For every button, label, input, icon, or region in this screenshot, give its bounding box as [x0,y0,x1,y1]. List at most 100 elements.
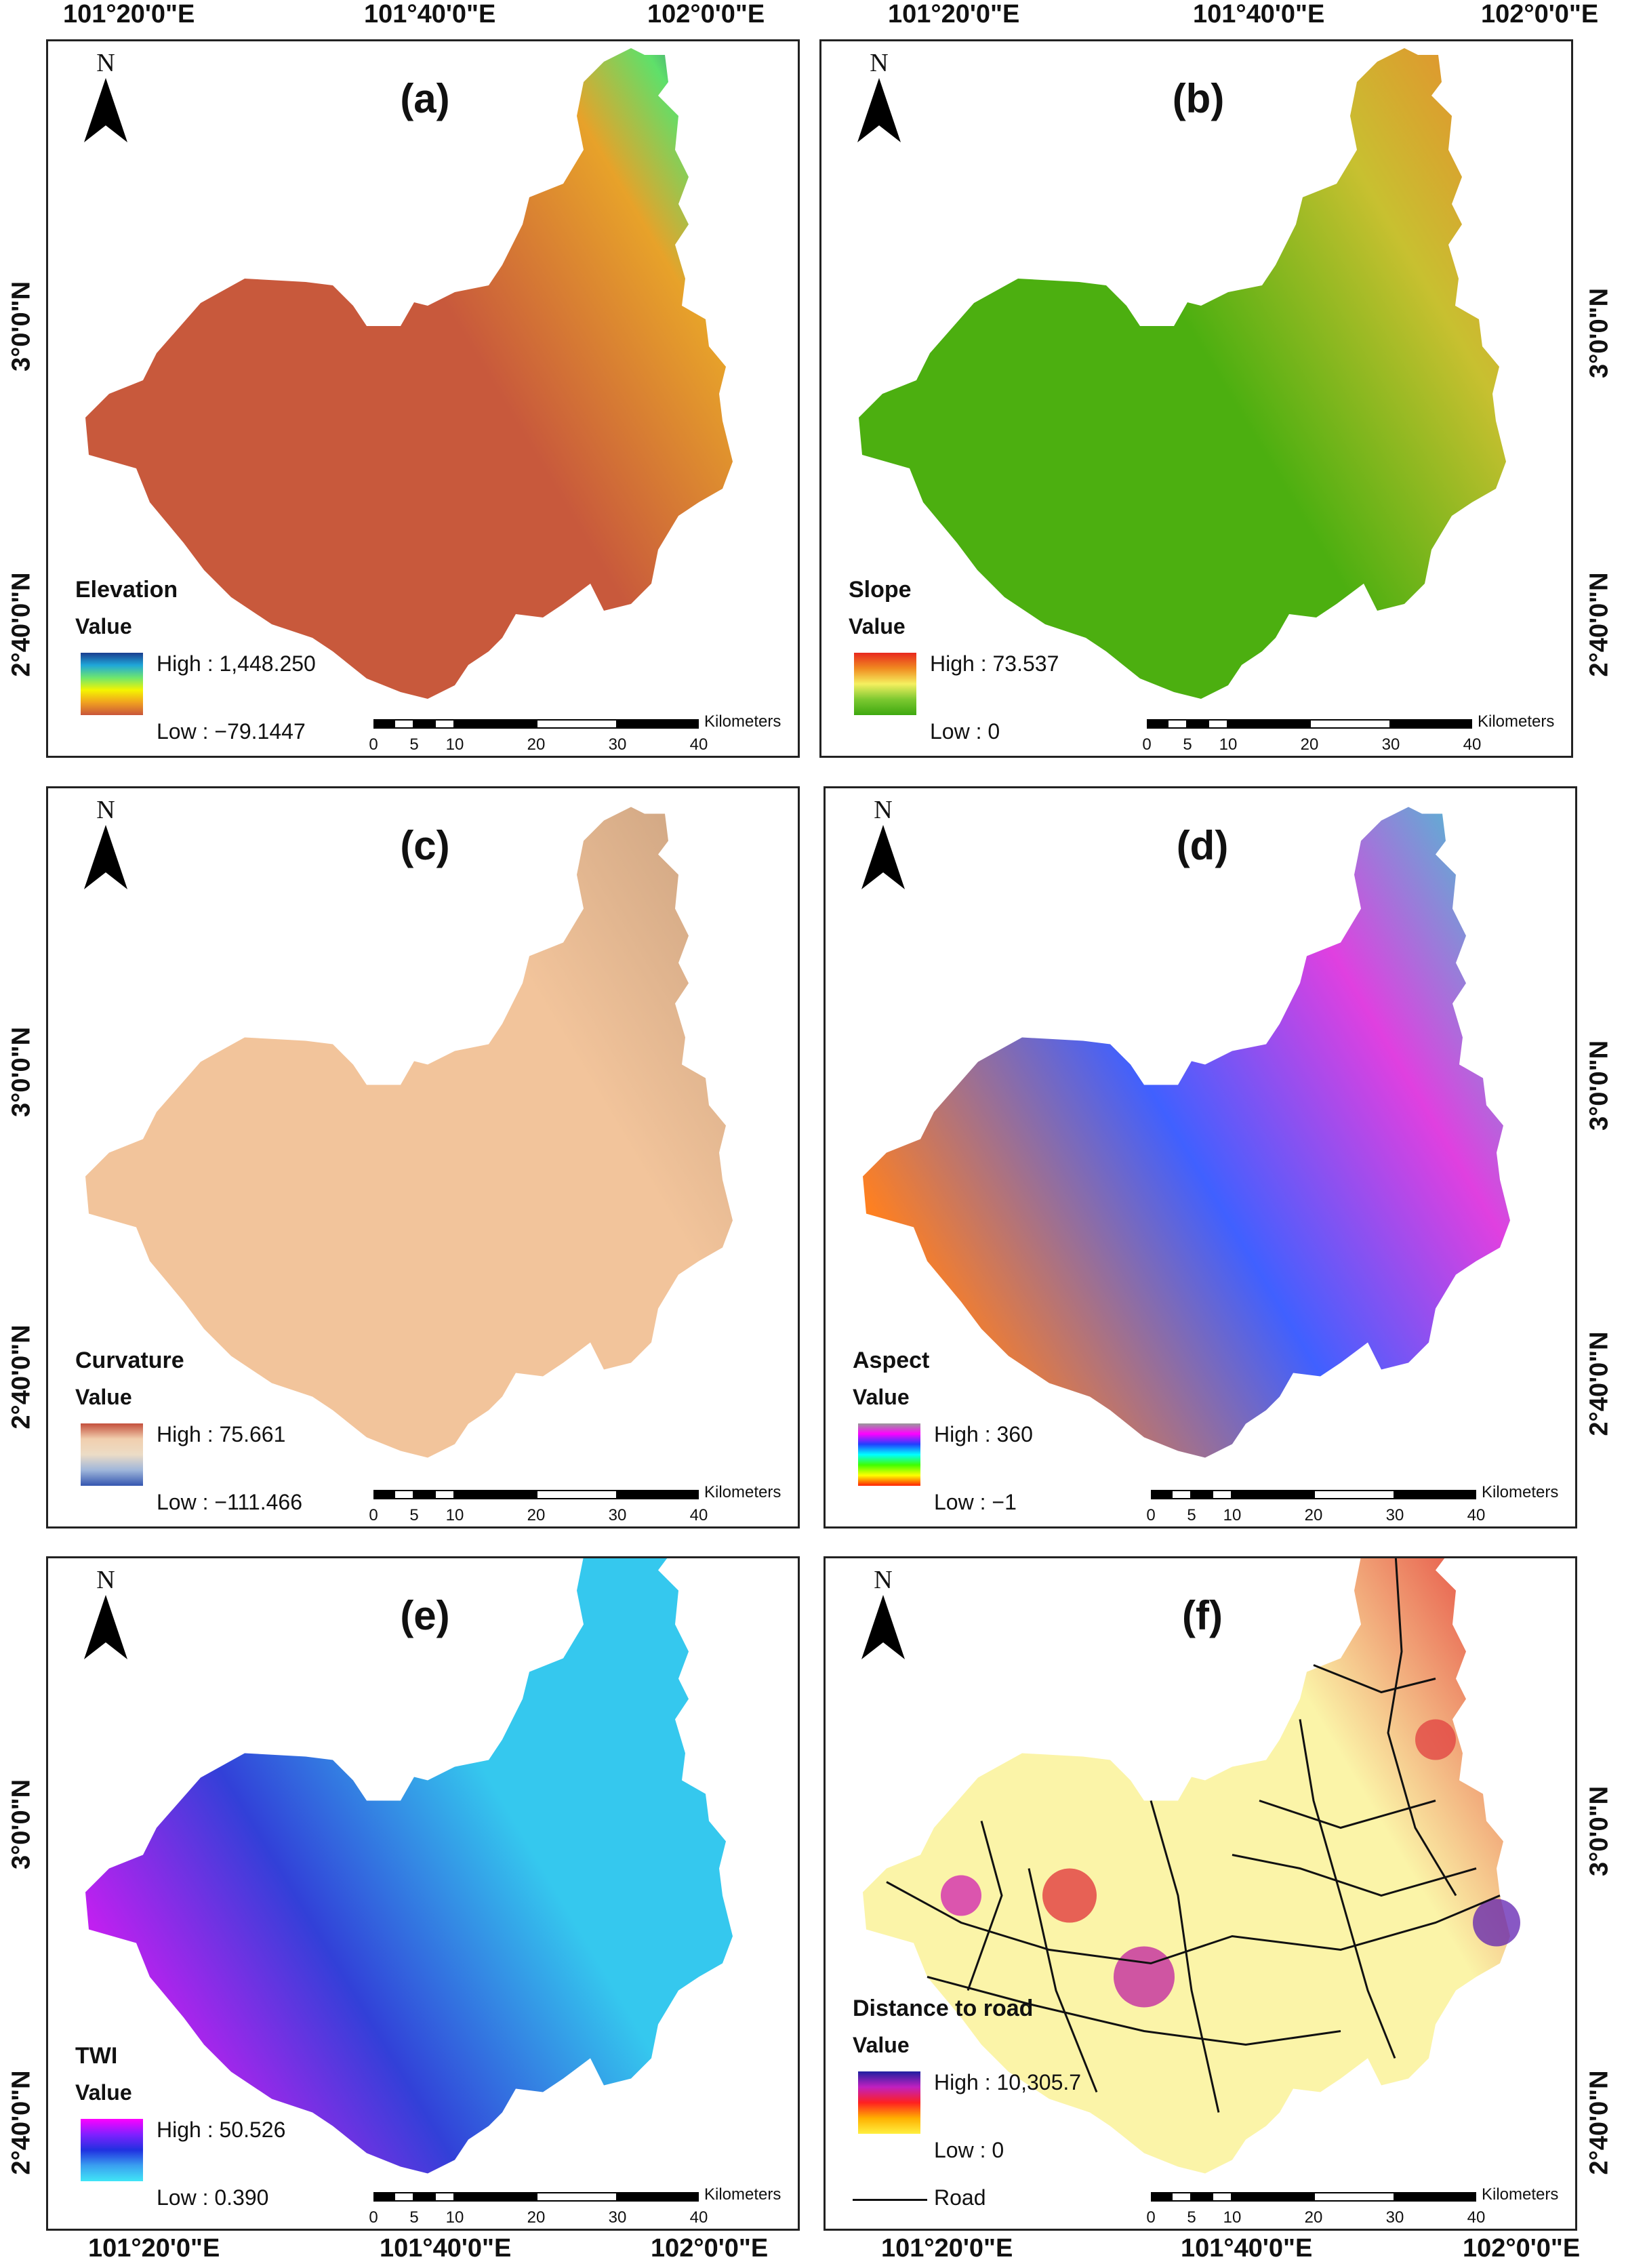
scale-bar-segment [1171,1490,1192,1499]
scale-bar-segment [1171,2192,1192,2202]
legend-high-label: High : 50.526 [157,2118,286,2142]
scale-bar-tick: 0 [1142,735,1152,754]
legend-low-label: Low : 0 [930,719,1000,744]
north-arrow-d: N [856,795,910,896]
legend-low-label: Low : −111.466 [157,1490,302,1514]
scale-bar-segment [373,2192,394,2202]
scale-bar-unit: Kilometers [704,2185,781,2204]
road-line-3 [1299,1719,1396,2059]
scale-bar-segment [1395,1490,1476,1499]
lat-label-right-5: 3°0'0"N [1585,1785,1614,1877]
map-canvas-d [863,807,1510,1458]
legend-color-ramp [854,653,916,715]
scale-bar-segment [414,719,434,729]
scale-bar-segment [455,2192,536,2202]
scale-bar-tick: 30 [608,735,627,754]
scale-bar-segment [1212,1490,1232,1499]
lat-label-left-6: 2°40'0"N [7,2070,36,2175]
scale-bar-segment [1151,2192,1171,2202]
lat-label-left-4: 2°40'0"N [7,1324,36,1430]
scale-bar-segment [1192,1490,1212,1499]
north-arrow-f: N [856,1565,910,1666]
scale-bar-unit: Kilometers [1478,712,1555,731]
scale-bar-segment [414,1490,434,1499]
lat-label-left-1: 3°0'0"N [7,281,36,372]
map-canvas-e [85,1558,733,2174]
legend-value-label: Value [75,614,132,639]
scale-bar-tick: 20 [527,2208,546,2227]
legend-color-ramp [81,2119,143,2181]
lat-label-right-4: 2°40'0"N [1585,1331,1614,1436]
scale-bar-segment [1395,2192,1476,2202]
scale-bar-segment [1212,2192,1232,2202]
legend-value-label: Value [75,2080,132,2105]
scale-bar-tick: 10 [1223,2208,1242,2227]
panel-label-b: (b) [1172,76,1225,121]
distance-hotspot-0 [1042,1868,1097,1923]
legend-high-label: High : 1,448.250 [157,651,316,676]
scale-bar-tick: 5 [409,735,419,754]
legend-high-label: High : 75.661 [157,1422,286,1446]
scale-bar-tick: 20 [1300,735,1319,754]
scale-bar-segment [455,1490,536,1499]
scale-bar-segment [373,719,394,729]
north-arrow-icon [861,825,905,889]
north-arrow-c: N [79,795,133,896]
map-panel-f: (f) N Distance to road Value High : 10,305.7… [824,1556,1577,2231]
scale-bar-segment [617,2192,699,2202]
study-area-d [863,807,1510,1458]
road-line-2 [1150,1800,1220,2113]
scale-bar-tick: 30 [1385,2208,1404,2227]
map-canvas-c [85,807,733,1458]
map-panel-b: (b) N Slope Value High : 73.537 Low : 0 0 5 10 20… [819,39,1573,758]
north-letter: N [874,796,893,824]
road-line-8 [1313,1664,1436,1694]
scale-bar-segment [1232,1490,1314,1499]
map-canvas-b [859,48,1506,699]
scale-bar-tick: 10 [445,735,464,754]
lat-label-right-2: 2°40'0"N [1585,572,1614,677]
scale-bar-segment [536,2192,617,2202]
scale-bar-tick: 20 [1304,1506,1323,1524]
scale-bar-tick: 0 [1146,2208,1156,2227]
lat-label-right-3: 3°0'0"N [1585,1040,1614,1131]
north-arrow-icon [84,78,127,142]
legend-c: Curvature Value [75,1348,184,1410]
lon-label-top-5: 101°40'0"E [1193,0,1325,28]
scale-bar-segment [1391,719,1472,729]
map-panel-a: (a) N Elevation Value High : 1,448.250 Low : … [46,39,800,758]
road-line-1 [1028,1868,1098,2093]
north-arrow-icon [84,825,127,889]
lon-label-bottom-1: 101°20'0"E [88,2234,220,2263]
scale-bar-segment [1167,719,1187,729]
scale-bar-tick: 10 [1219,735,1238,754]
north-arrow-e: N [79,1565,133,1666]
scale-bar-segment [1314,1490,1395,1499]
legend-f: Distance to road Value [853,1996,1033,2058]
scale-bar-segment [536,1490,617,1499]
scale-bar-segment [455,719,536,729]
scale-bar-tick: 5 [1187,1506,1196,1524]
lat-label-left-2: 2°40'0"N [7,572,36,677]
scale-bar-segment [394,719,414,729]
legend-low-label: Low : 0.390 [157,2185,269,2210]
north-arrow-icon [861,1595,905,1659]
legend-title: Elevation [75,577,178,603]
scale-bar-segment [434,2192,455,2202]
legend-a: Elevation Value [75,577,178,639]
legend-value-label: Value [853,1385,910,1409]
map-panel-c: (c) N Curvature Value High : 75.661 Low : −11… [46,786,800,1528]
scale-bar-tick: 40 [1467,2208,1486,2227]
scale-bar-tick: 30 [608,1506,627,1524]
road-line-5 [1232,1854,1477,1897]
scale-bar-tick: 40 [689,735,708,754]
legend-color-ramp [858,1423,920,1486]
scale-bar-segment [1147,719,1167,729]
panel-label-c: (c) [400,823,450,868]
scale-bar-segment [1228,719,1309,729]
north-arrow-icon [84,1595,127,1659]
scale-bar-tick: 0 [369,1506,378,1524]
lon-label-top-4: 101°20'0"E [888,0,1020,28]
legend-b: Slope Value [849,577,912,639]
scale-bar-tick: 20 [527,1506,546,1524]
